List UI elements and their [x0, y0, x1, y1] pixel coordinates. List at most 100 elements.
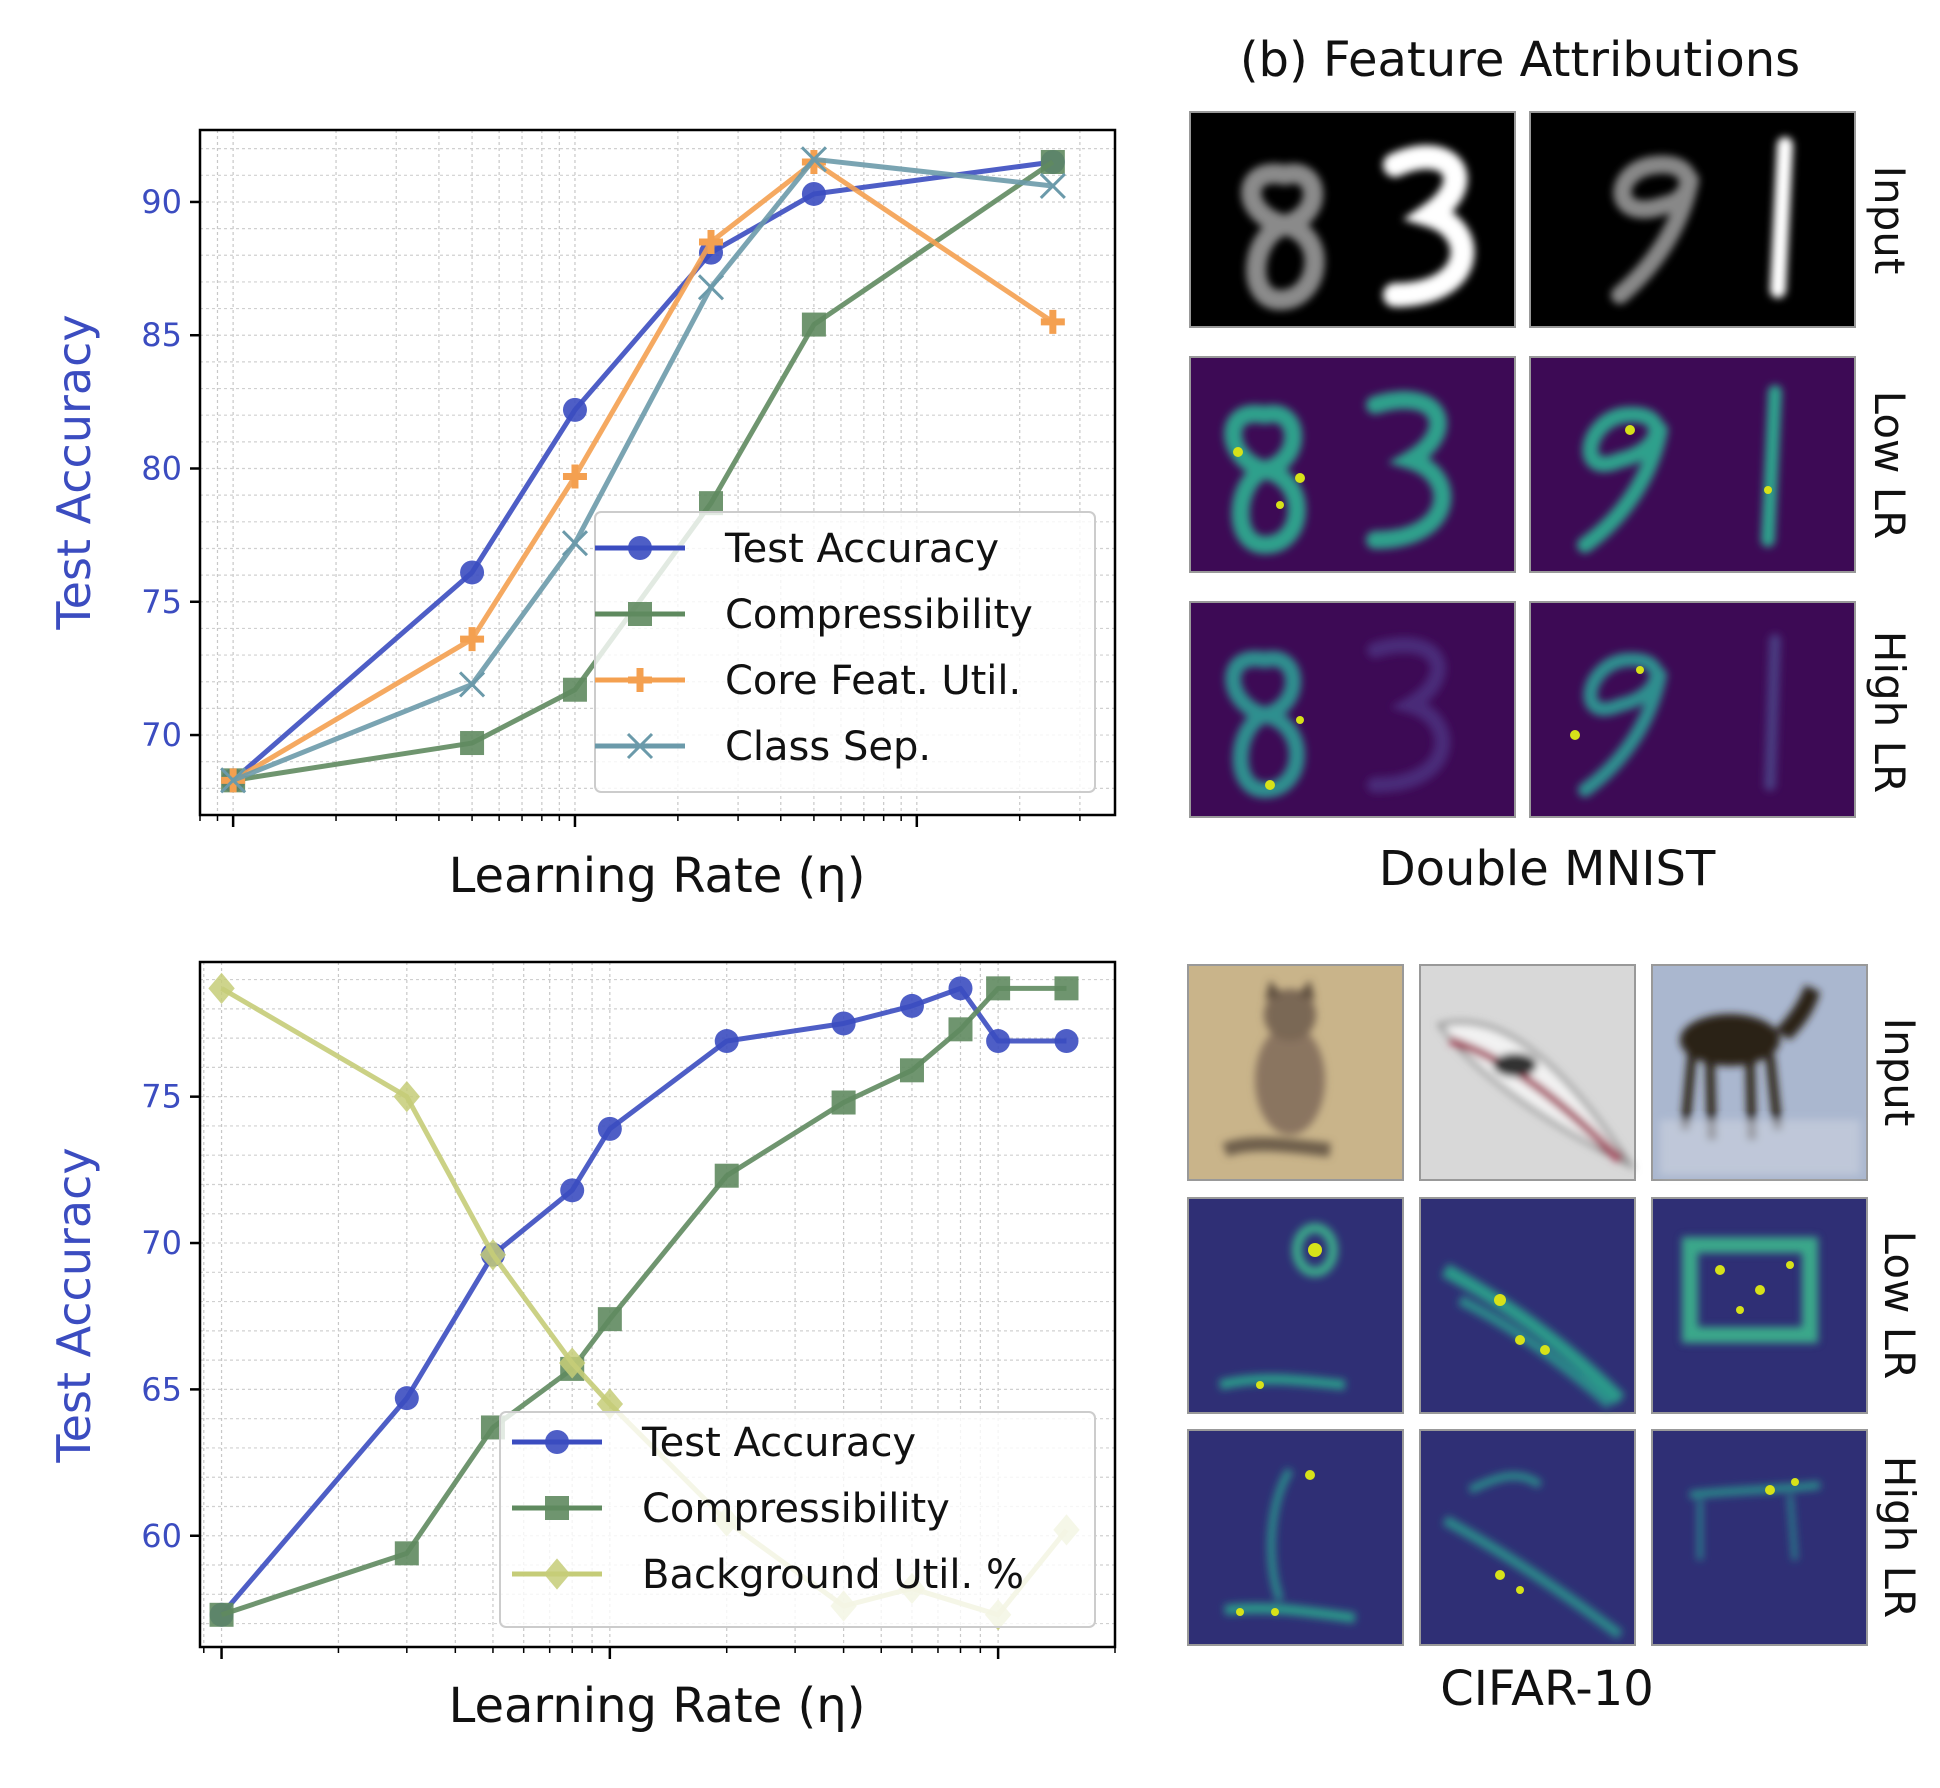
row-label-high-lr: High LR — [1865, 631, 1914, 793]
mnist-high-lr-row: High LR — [1189, 601, 1914, 818]
data-point — [801, 181, 826, 206]
data-point — [801, 312, 826, 337]
data-point — [714, 1163, 739, 1188]
chart-bottom-legend: Test Accuracy Compressibility Background U… — [499, 1411, 1096, 1628]
legend-marker — [628, 668, 652, 692]
data-point — [831, 1011, 856, 1036]
cifar-high-lr-row: High LR — [1187, 1429, 1924, 1646]
data-point — [986, 976, 1011, 1001]
y-tick-label: 85 — [141, 316, 182, 354]
legend-marker — [545, 1496, 569, 1520]
legend-marker — [626, 732, 654, 760]
data-point — [460, 731, 485, 756]
legend-marker — [545, 1430, 569, 1454]
data-point — [597, 1307, 622, 1332]
legend-marker — [628, 602, 652, 626]
legend-label: Class Sep. — [725, 724, 931, 770]
mnist-input-image-1 — [1189, 111, 1516, 328]
data-point — [209, 1602, 234, 1627]
data-point — [559, 1347, 586, 1379]
legend-label: Compressibility — [725, 592, 1033, 638]
legend-label: Background Util. % — [642, 1552, 1024, 1598]
legend-label: Test Accuracy — [641, 1420, 916, 1466]
mnist-dataset-label: Double MNIST — [1379, 841, 1716, 897]
mnist-lowlr-image-2 — [1529, 356, 1856, 573]
data-point — [698, 491, 723, 516]
data-point — [561, 530, 589, 557]
chart-bottom-xticks — [203, 1647, 1116, 1659]
mnist-input-row: Input — [1189, 111, 1914, 328]
y-tick-label: 60 — [141, 1517, 182, 1555]
data-point — [1040, 149, 1065, 174]
chart-bottom-frame — [198, 960, 1117, 1649]
data-point — [560, 1178, 585, 1203]
legend-label: Test Accuracy — [724, 526, 999, 572]
chart-bottom: 60 65 70 75 Test Accuracy Learning Rate (η)… — [47, 960, 1117, 1734]
data-point — [986, 1029, 1011, 1054]
y-tick-label: 75 — [141, 583, 182, 621]
mnist-low-lr-row: Low LR — [1189, 356, 1914, 573]
chart-top-xticks — [199, 815, 1081, 827]
chart-top-xlabel: Learning Rate (η) — [449, 848, 866, 904]
chart-top-frame — [198, 128, 1117, 817]
data-point — [394, 1541, 419, 1566]
mnist-input-image-2 — [1529, 111, 1856, 328]
data-point — [562, 397, 587, 422]
data-point — [831, 1090, 856, 1115]
y-tick-label: 75 — [141, 1078, 182, 1116]
cifar-low-lr-row: Low LR — [1187, 1197, 1924, 1414]
data-point — [394, 1386, 419, 1411]
chart-bottom-yticks: 60 65 70 75 — [141, 1078, 200, 1555]
chart-top-yticks: 70 75 80 85 90 — [141, 183, 200, 754]
row-label-input: Input — [1865, 166, 1914, 275]
row-label-low-lr: Low LR — [1875, 1231, 1924, 1380]
data-point — [899, 1058, 924, 1083]
legend-marker — [543, 1558, 571, 1590]
legend-marker — [628, 536, 652, 560]
legend-box — [594, 511, 1096, 793]
data-point — [393, 1081, 421, 1113]
series-line-2 — [231, 159, 1055, 783]
data-point — [899, 993, 924, 1018]
data-point — [697, 274, 725, 301]
data-point — [714, 1029, 739, 1054]
y-tick-label: 90 — [141, 183, 182, 221]
data-point — [220, 767, 247, 794]
legend-box — [499, 1411, 1096, 1628]
data-point — [208, 972, 235, 1004]
cifar-input-row: Input — [1187, 964, 1924, 1181]
y-tick-label: 80 — [141, 450, 182, 488]
data-point — [562, 464, 587, 489]
data-point — [1039, 172, 1066, 200]
data-point — [460, 560, 485, 585]
row-label-high-lr: High LR — [1875, 1456, 1924, 1618]
data-point — [800, 146, 827, 173]
mnist-highlr-image-1 — [1189, 601, 1516, 818]
chart-bottom-xlabel: Learning Rate (η) — [449, 1678, 866, 1734]
y-tick-label: 70 — [141, 1224, 182, 1262]
data-point — [562, 677, 587, 702]
cifar-highlr-ship — [1419, 1429, 1636, 1646]
row-label-low-lr: Low LR — [1865, 391, 1914, 540]
chart-top: 70 75 80 85 90 Test Accuracy Learning Rate (… — [47, 128, 1117, 904]
chart-bottom-ylabel: Test Accuracy — [47, 1147, 101, 1463]
cifar-highlr-deer — [1651, 1429, 1868, 1646]
panel-b-title: (b) Feature Attributions — [1240, 32, 1800, 88]
data-point — [1040, 309, 1065, 334]
data-point — [597, 1116, 622, 1141]
panel-b: (b) Feature Attributions Input — [1187, 32, 1924, 1717]
chart-top-ylabel: Test Accuracy — [47, 314, 101, 630]
data-point — [1054, 1029, 1079, 1054]
cifar-dataset-label: CIFAR-10 — [1440, 1661, 1654, 1717]
mnist-highlr-image-2 — [1529, 601, 1856, 818]
legend-label: Compressibility — [642, 1486, 950, 1532]
y-tick-label: 70 — [141, 716, 182, 754]
data-point — [460, 627, 485, 652]
row-label-input: Input — [1875, 1018, 1924, 1127]
data-point — [948, 1017, 973, 1042]
data-point — [948, 976, 973, 1001]
series-line-3 — [232, 156, 1054, 783]
data-point — [1054, 976, 1079, 1001]
y-tick-label: 65 — [141, 1370, 182, 1408]
